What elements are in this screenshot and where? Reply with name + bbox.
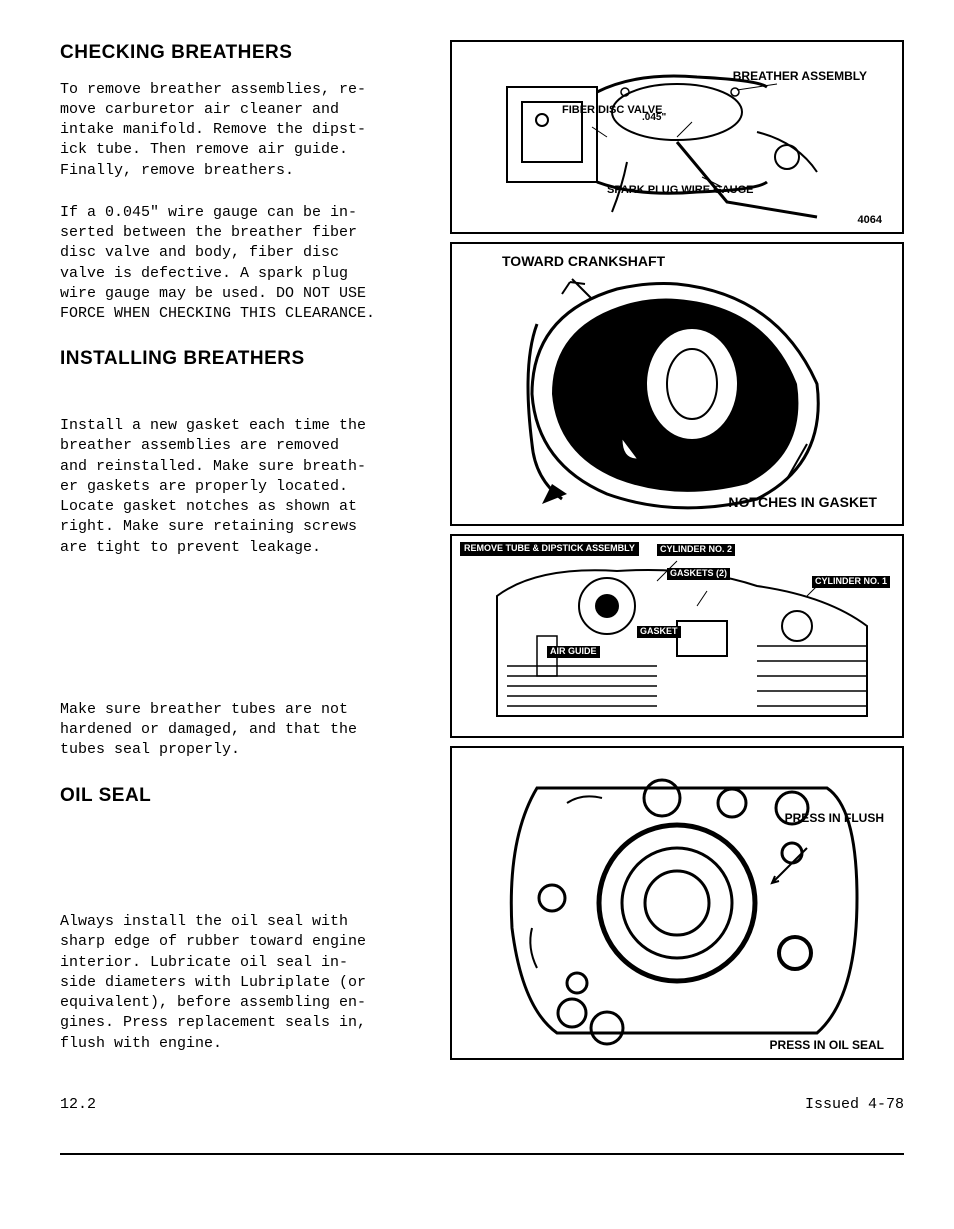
para-checking-1: To remove breather assemblies, re- move … — [60, 80, 430, 181]
heading-checking-breathers: CHECKING BREATHERS — [60, 40, 430, 66]
figure-engine-top: REMOVE TUBE & DIPSTICK ASSEMBLY CYLINDER… — [450, 534, 904, 738]
label-spark-plug-wire-gauge: SPARK PLUG WIRE GAUGE — [607, 184, 753, 196]
label-notches-in-gasket: NOTCHES IN GASKET — [728, 495, 877, 510]
figure-breather-gauge: BREATHER ASSEMBLY FIBER DISC VALVE .045"… — [450, 40, 904, 234]
label-cylinder-1: CYLINDER NO. 1 — [812, 576, 890, 588]
label-press-in-flush: PRESS IN FLUSH — [785, 812, 884, 825]
label-toward-crankshaft: TOWARD CRANKSHAFT — [502, 254, 665, 269]
para-installing-2: Make sure breather tubes are not hardene… — [60, 700, 430, 761]
label-gasket: GASKET — [637, 626, 681, 638]
para-oilseal-1: Always install the oil seal with sharp e… — [60, 912, 430, 1054]
label-cylinder-2: CYLINDER NO. 2 — [657, 544, 735, 556]
left-column: CHECKING BREATHERS To remove breather as… — [60, 40, 430, 1076]
label-breather-assembly: BREATHER ASSEMBLY — [733, 70, 867, 83]
label-air-guide: AIR GUIDE — [547, 646, 600, 658]
para-checking-2: If a 0.045" wire gauge can be in- serted… — [60, 203, 430, 325]
figure-oil-seal: PRESS IN FLUSH PRESS IN OIL SEAL — [450, 746, 904, 1060]
right-column: BREATHER ASSEMBLY FIBER DISC VALVE .045"… — [450, 40, 904, 1076]
para-installing-1: Install a new gasket each time the breat… — [60, 416, 430, 558]
label-4064: 4064 — [858, 214, 882, 226]
page-footer: 12.2 Issued 4-78 — [60, 1096, 904, 1113]
heading-oil-seal: OIL SEAL — [60, 783, 430, 809]
figure-2-svg — [452, 244, 902, 524]
page-number: 12.2 — [60, 1096, 96, 1113]
page-content: CHECKING BREATHERS To remove breather as… — [60, 40, 904, 1076]
heading-installing-breathers: INSTALLING BREATHERS — [60, 346, 430, 372]
issued-date: Issued 4-78 — [805, 1096, 904, 1113]
figure-4-svg — [452, 748, 902, 1058]
bottom-rule — [60, 1153, 904, 1155]
figure-gasket-notches: TOWARD CRANKSHAFT NOTCHES IN GASKET — [450, 242, 904, 526]
label-press-in-oil-seal: PRESS IN OIL SEAL — [770, 1039, 884, 1052]
label-gaskets-2: GASKETS (2) — [667, 568, 730, 580]
label-gap: .045" — [642, 112, 666, 123]
label-remove-tube: REMOVE TUBE & DIPSTICK ASSEMBLY — [460, 542, 639, 556]
